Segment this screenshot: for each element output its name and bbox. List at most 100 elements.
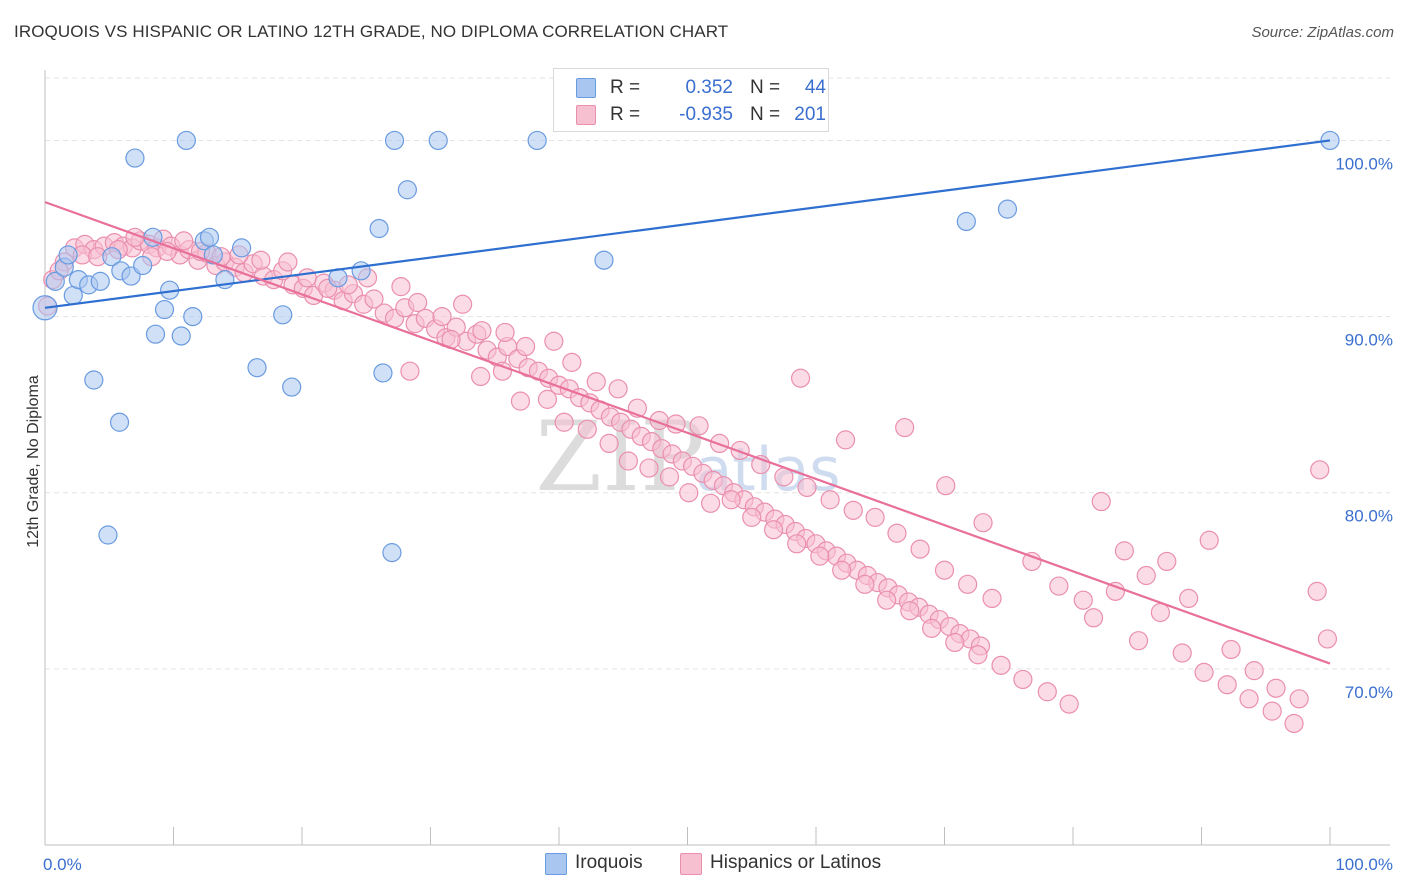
iroquois-point [382,543,402,563]
hispanics-point [982,588,1002,609]
hispanics-point [1221,639,1241,660]
iroquois-legend-label: Iroquois [575,852,643,873]
hispanics-legend-swatch [680,853,702,875]
iroquois-point [428,130,448,151]
hispanics-point [510,391,531,411]
hispanics-swatch [576,105,596,125]
hispanics-point [1317,629,1338,649]
iroquois-point [273,305,293,325]
axes [44,70,1390,846]
hispanics-point [1199,530,1219,550]
hispanics-point [1083,608,1104,628]
hispanics-point [865,507,885,527]
hispanics-point [835,430,856,450]
hispanics-point [586,372,606,392]
hispanics-point [659,467,680,487]
iroquois-point [384,130,405,151]
hispanics-point [364,289,384,309]
iroquois-point [154,299,175,320]
hispanics-point [639,458,659,478]
y-tick-label: 90.0% [1345,331,1393,350]
hispanics-point [820,490,840,510]
y-tick-label: 100.0% [1335,154,1393,173]
hispanics-point [1037,682,1057,702]
hispanics-point [1284,713,1304,734]
iroquois-point [199,227,220,247]
hispanics-point [1105,581,1126,601]
hispanics-point [1150,602,1170,623]
iroquois-legend-swatch [545,853,567,875]
hispanics-point [922,618,942,638]
hispanics-point [554,412,574,432]
hispanics-point [471,366,491,387]
iroquois-point [397,180,417,200]
grid-lines [45,77,1390,670]
hispanics-trend-line [44,201,1331,665]
hispanics-point [973,513,993,533]
hispanics-point [297,268,317,288]
hispanics-point [787,534,807,554]
hispanics-point [887,523,907,543]
hispanics-point [618,451,638,471]
hispanics-point [666,414,686,434]
hispanics-point [1114,541,1135,561]
hispanics-point [991,655,1011,675]
iroquois-point [282,377,302,397]
iroquois-point [997,199,1018,219]
hispanics-point [900,601,920,621]
hispanics-point [1022,551,1042,572]
hispanics-point [832,560,852,580]
n-value: 44 [804,77,826,98]
iroquois-point [98,525,118,545]
hispanics-point [790,368,811,388]
hispanics-point [855,574,875,594]
hispanics-point [895,417,915,438]
hispanics-point [1013,669,1033,690]
hispanics-point [968,645,988,665]
iroquois-point [176,130,196,151]
x-tick-label-max: 100.0% [1335,855,1393,874]
hispanics-point [843,500,863,520]
hispanics-point [1091,491,1111,512]
hispanics-point [1128,631,1149,651]
hispanics-point [562,352,582,372]
y-tick-label: 80.0% [1345,507,1393,526]
x-tick-label-min: 0.0% [43,855,82,874]
hispanics-point [537,389,558,409]
hispanics-point [721,490,741,510]
iroquois-point [203,245,223,265]
hispanics-point [797,477,817,498]
source-label: Source: ZipAtlas.com [1251,24,1394,41]
hispanics-point [1244,661,1264,681]
hispanics-point [577,419,597,439]
y-tick-label: 70.0% [1345,683,1393,702]
hispanics-point [1172,643,1192,663]
y-axis-title: 12th Grade, No Diploma [25,375,42,548]
iroquois-point [90,271,110,291]
hispanics-point [910,539,930,559]
trend-lines [44,139,1331,665]
iroquois-point [102,247,122,267]
iroquois-point [373,363,393,383]
hispanics-point [810,546,830,566]
hispanics-point [408,292,428,313]
iroquois-point [351,261,371,281]
r-value: -0.935 [679,104,733,125]
iroquois-swatch [576,78,596,98]
iroquois-point [956,211,976,232]
hispanics-point [391,277,411,297]
tick-labels: 70.0% 80.0% 90.0% 100.0% 0.0% 100.0% 12th Grad… [25,154,1393,874]
hispanics-point [495,322,515,343]
hispanics-point [1239,689,1259,709]
hispanics-point [400,361,420,381]
hispanics-point [1157,551,1177,572]
hispanics-point [701,493,721,513]
hispanics-point [251,250,271,270]
hispanics-point [1310,460,1330,480]
hispanics-point [936,476,956,496]
hispanics-point [432,306,452,327]
hispanics-point [877,590,897,610]
chart-title: IROQUOIS VS HISPANIC OR LATINO 12TH GRAD… [14,22,729,41]
hispanics-point [934,560,955,580]
